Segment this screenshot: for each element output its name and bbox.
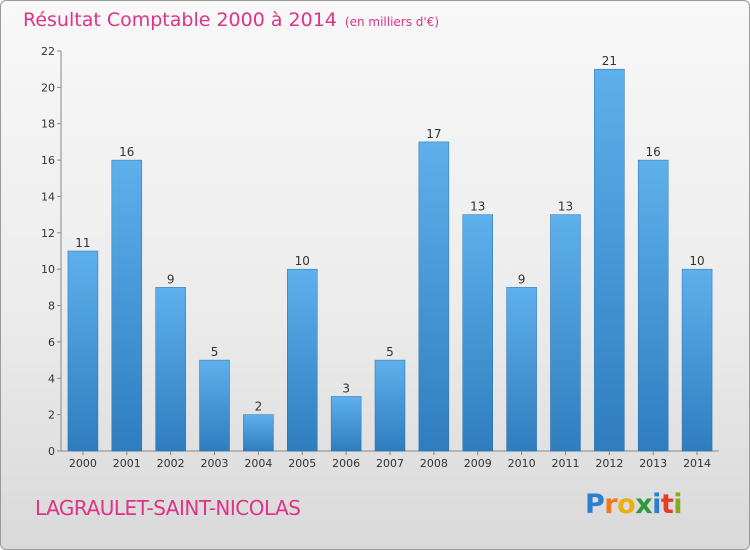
x-tick-label-2014: 2014 (683, 457, 711, 470)
y-tick-label: 18 (41, 118, 55, 131)
bar-2002 (155, 287, 186, 452)
y-tick-label: 20 (41, 81, 55, 94)
title-row: Résultat Comptable 2000 à 2014 (en millie… (23, 9, 439, 31)
y-tick-label: 12 (41, 227, 55, 240)
value-label-2011: 13 (558, 200, 573, 214)
chart-title: Résultat Comptable 2000 à 2014 (23, 9, 337, 31)
bar-2009 (462, 214, 493, 452)
value-label-2005: 10 (295, 254, 310, 268)
bar-2001 (111, 159, 143, 452)
labels: 11 2000 16 2001 9 2002 5 2003 2 2004 10 2005 3 2006 5 2… (69, 54, 711, 470)
value-label-2006: 3 (342, 381, 350, 395)
bar-2011 (550, 214, 581, 452)
x-tick-label-2000: 2000 (69, 457, 97, 470)
y-tick-label: 2 (48, 409, 55, 422)
x-tick-label-2010: 2010 (508, 457, 536, 470)
x-tick-label-2004: 2004 (244, 457, 272, 470)
value-label-2010: 9 (518, 272, 526, 286)
x-tick-label-2008: 2008 (420, 457, 448, 470)
commune-name: LAGRAULET-SAINT-NICOLAS (35, 496, 301, 520)
y-tick-label: 22 (41, 45, 55, 58)
proxiti-logo[interactable]: Proxiti (585, 489, 683, 520)
value-label-2013: 16 (646, 145, 661, 159)
bars (67, 68, 713, 452)
value-label-2000: 11 (75, 236, 90, 250)
logo-letter: r (604, 489, 618, 520)
logo-letter: P (585, 489, 605, 520)
logo-letter: x (635, 489, 653, 520)
y-tick-label: 0 (48, 445, 55, 458)
value-label-2009: 13 (470, 200, 485, 214)
logo-letter: t (660, 489, 674, 520)
x-tick-label-2013: 2013 (639, 457, 667, 470)
bar-2007 (374, 359, 406, 452)
value-label-2012: 21 (602, 54, 617, 68)
y-tick-label: 16 (41, 154, 55, 167)
logo-letter: i (652, 489, 661, 520)
bar-2012 (594, 68, 625, 452)
x-tick-label-2003: 2003 (201, 457, 229, 470)
x-tick-label-2007: 2007 (376, 457, 404, 470)
x-tick-label-2012: 2012 (595, 457, 623, 470)
x-tick-label-2009: 2009 (464, 457, 492, 470)
y-tick-label: 6 (48, 336, 55, 349)
value-label-2008: 17 (426, 127, 441, 141)
value-label-2001: 16 (119, 145, 134, 159)
logo-letter: i (673, 489, 683, 520)
value-label-2003: 5 (211, 345, 219, 359)
bar-2014 (681, 268, 713, 452)
x-tick-label-2001: 2001 (113, 457, 141, 470)
bar-2000 (67, 250, 99, 452)
x-tick-label-2006: 2006 (332, 457, 360, 470)
value-label-2004: 2 (255, 400, 263, 414)
bar-2004 (243, 414, 274, 452)
y-tick-label: 8 (48, 300, 55, 313)
y-tick-label: 10 (41, 263, 55, 276)
x-tick-label-2002: 2002 (157, 457, 185, 470)
x-tick-label-2005: 2005 (288, 457, 316, 470)
bar-2010 (506, 287, 537, 452)
y-tick-label: 14 (41, 190, 55, 203)
bar-2003 (199, 359, 230, 452)
chart-subtitle: (en milliers d'€) (344, 15, 440, 29)
bar-2005 (287, 268, 318, 452)
y-tick-label: 4 (48, 372, 55, 385)
logo-letter: o (617, 489, 636, 520)
value-label-2007: 5 (386, 345, 394, 359)
value-label-2002: 9 (167, 272, 175, 286)
x-tick-label-2011: 2011 (551, 457, 579, 470)
bar-2006 (330, 396, 362, 452)
bar-2013 (637, 159, 669, 452)
bar-2008 (418, 141, 450, 452)
value-label-2014: 10 (689, 254, 704, 268)
